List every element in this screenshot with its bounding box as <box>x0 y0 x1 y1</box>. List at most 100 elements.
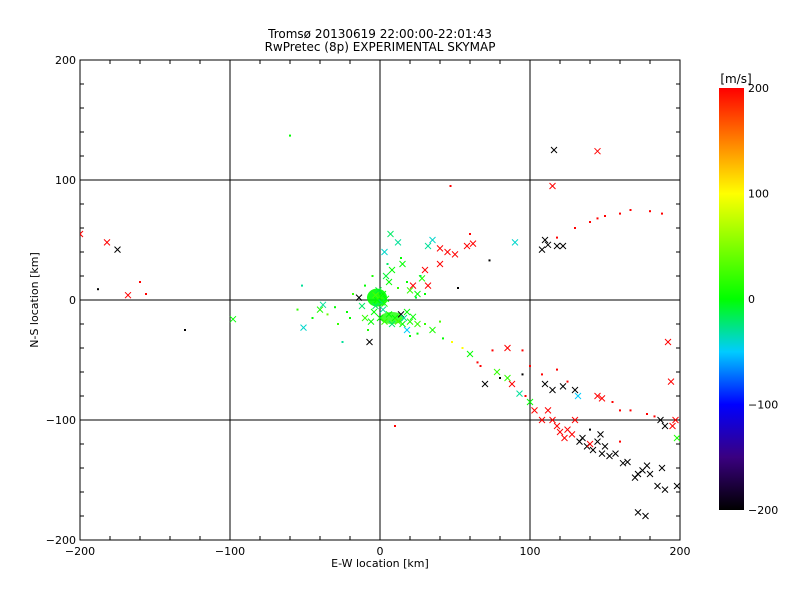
data-point-x <box>444 248 451 256</box>
data-point-dot <box>145 293 147 295</box>
data-point-dot <box>349 317 351 319</box>
data-point-dot <box>611 401 614 403</box>
data-point-x <box>673 434 680 442</box>
data-point-dot <box>424 323 426 325</box>
data-point-x <box>643 462 651 469</box>
data-point-dot <box>619 440 621 443</box>
data-point-x <box>657 416 664 424</box>
data-point-dot <box>415 296 417 299</box>
data-point-x <box>372 302 379 310</box>
data-point-x <box>376 314 384 322</box>
data-point-x <box>382 272 390 280</box>
data-point-x <box>372 291 379 299</box>
data-point-dot <box>524 395 527 397</box>
data-point-dot <box>629 409 632 412</box>
data-point-dot <box>439 320 441 323</box>
data-point-dot <box>457 287 459 289</box>
data-point-x <box>388 266 396 274</box>
y-tick-labels: −200 −100 0 100 200 <box>46 54 76 547</box>
y-tick-label: 200 <box>55 54 76 67</box>
chart-subtitle: RwPretec (8p) EXPERIMENTAL SKYMAP <box>265 40 496 54</box>
chart-title: Tromsø 20130619 22:00:00-22:01:43 <box>267 27 492 41</box>
colorbar-label: [m/s] <box>720 72 751 86</box>
data-point-dot <box>416 332 419 335</box>
data-point-x <box>594 438 601 445</box>
colorbar-tick-label: 100 <box>748 188 769 201</box>
data-point-x <box>394 239 402 246</box>
data-point-dot <box>529 365 531 367</box>
data-point-x <box>516 390 523 397</box>
data-point-x <box>355 294 363 301</box>
data-point-x <box>549 416 556 424</box>
data-point-dot <box>406 281 408 283</box>
colorbar <box>719 88 744 510</box>
data-point-x <box>406 318 414 325</box>
data-point-dot <box>419 275 422 277</box>
data-point-x <box>544 241 552 249</box>
data-point-dot <box>604 215 606 217</box>
data-point-x <box>370 308 378 316</box>
x-tick-label: 0 <box>377 545 384 558</box>
data-point-x <box>589 446 597 454</box>
data-point-x <box>642 512 649 520</box>
data-point-x <box>366 338 373 346</box>
data-point-x <box>124 291 132 299</box>
data-point-dot <box>556 368 558 371</box>
data-point-dot <box>521 349 524 352</box>
data-point-x <box>598 395 606 402</box>
data-point-x <box>594 392 601 400</box>
data-point-dot <box>479 365 482 367</box>
data-point-dot <box>409 335 411 337</box>
data-point-x <box>559 242 567 250</box>
data-point-x <box>594 147 601 155</box>
data-point-x <box>381 248 388 256</box>
data-point-dot <box>619 409 621 412</box>
data-point-dot <box>589 221 591 223</box>
data-point-x <box>559 383 567 390</box>
y-tick-label: 100 <box>55 174 76 187</box>
data-point-x <box>300 324 307 331</box>
data-point-dot <box>341 341 344 343</box>
data-point-dot <box>521 373 524 376</box>
data-point-dot <box>653 415 656 418</box>
data-point-x <box>319 301 327 309</box>
data-point-dot <box>541 373 543 376</box>
data-point-x <box>436 260 444 268</box>
data-point-dot <box>649 210 651 213</box>
y-tick-label: −200 <box>46 534 76 547</box>
x-tick-label: −100 <box>215 545 245 558</box>
data-point-x <box>504 374 511 382</box>
data-point-dot <box>394 425 396 427</box>
data-point-x <box>429 236 436 244</box>
data-point-x <box>619 459 627 467</box>
data-point-dot <box>476 361 479 364</box>
data-point-x <box>664 338 672 346</box>
data-point-x <box>406 287 414 294</box>
data-point-dot <box>97 288 99 291</box>
data-point-x <box>103 239 111 246</box>
data-point-dot <box>488 259 491 262</box>
data-point-x <box>388 320 396 328</box>
data-point-x <box>409 282 417 289</box>
data-point-dot <box>289 134 291 137</box>
data-point-x <box>400 314 408 322</box>
data-point-x <box>421 266 429 274</box>
data-point-dot <box>451 341 453 343</box>
data-point-x <box>367 318 375 325</box>
data-point-x <box>424 282 432 289</box>
data-point-x <box>316 306 324 313</box>
data-point-x <box>399 260 406 268</box>
data-point-x <box>571 416 579 424</box>
data-point-x <box>381 300 388 307</box>
data-point-dot <box>397 287 399 289</box>
data-point-x <box>598 450 606 457</box>
data-point-x <box>538 246 546 253</box>
data-point-dot <box>596 217 599 220</box>
data-point-x <box>436 245 444 252</box>
colorbar-tick-label: −100 <box>748 399 778 412</box>
colorbar-tick-labels: 200 100 0 −100 −200 <box>748 82 778 517</box>
data-point-dot <box>566 380 569 383</box>
colorbar-tick-label: −200 <box>748 504 778 517</box>
data-point-x <box>672 416 679 424</box>
